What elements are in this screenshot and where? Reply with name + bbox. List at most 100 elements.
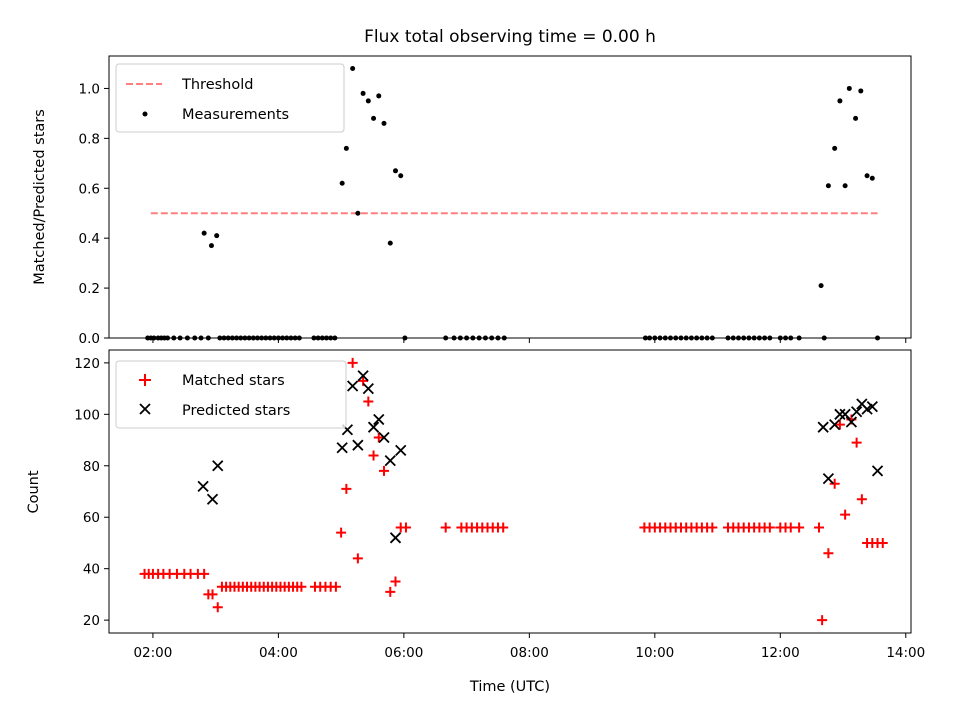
top-legend-box (115, 63, 345, 133)
top-axes-frame (108, 55, 912, 339)
matched-star-marker (498, 522, 509, 533)
matched-star-marker (363, 396, 374, 407)
predicted-star-marker (336, 442, 348, 454)
matched-star-marker (856, 494, 867, 505)
measurement-point (360, 90, 366, 96)
predicted-star-marker (367, 421, 380, 433)
predicted-star-marker (362, 382, 374, 395)
bottom-x-ticks: 02:00 04:00 06:00 08:00 10:00 12:00 14:00 (133, 633, 925, 661)
measurement-point (376, 93, 382, 99)
measurement-point (853, 115, 859, 121)
top-legend: Threshold Measurements (115, 63, 345, 133)
matched-star-marker (785, 522, 796, 533)
top-y-tick-label: 1.0 (79, 81, 100, 97)
matched-star-marker (199, 568, 210, 579)
matched-star-marker (707, 522, 718, 533)
legend-threshold-label: Threshold (181, 77, 253, 93)
x-tick-label: 02:00 (133, 645, 172, 661)
predicted-star-marker (346, 380, 359, 392)
measurement-point (350, 65, 356, 71)
top-x-ticks (152, 338, 907, 343)
top-y-tick-label: 0.2 (79, 281, 100, 297)
predicted-star-marker (866, 400, 878, 413)
matched-star-marker (390, 576, 401, 587)
matched-star-marker (341, 483, 352, 494)
matched-star-marker (212, 602, 223, 613)
measurement-point (343, 145, 349, 151)
x-tick-label: 14:00 (886, 645, 925, 661)
measurement-point (339, 180, 345, 186)
matched-star-marker (823, 548, 834, 559)
measurement-point (355, 210, 361, 216)
x-tick-label: 10:00 (635, 645, 674, 661)
matched-star-marker (373, 432, 384, 443)
predicted-star-marker (373, 413, 385, 426)
predicted-star-marker (389, 532, 402, 544)
matched-star-marker (368, 450, 379, 461)
measurement-point (837, 98, 843, 104)
measurement-point (869, 175, 875, 181)
matched-star-marker (400, 522, 411, 533)
measurement-point (858, 88, 864, 94)
matched-star-marker (840, 509, 851, 520)
legend-measurements-swatch (142, 111, 148, 117)
top-y-tick-label: 0.8 (79, 131, 100, 147)
predicted-star-marker (384, 454, 396, 467)
predicted-star-marker (850, 406, 863, 418)
predicted-star-marker (834, 408, 846, 420)
x-tick-label: 12:00 (761, 645, 800, 661)
matched-star-marker (379, 465, 390, 476)
bottom-y-tick-label: 60 (83, 510, 100, 526)
predicted-star-marker (822, 472, 835, 485)
matched-star-marker (352, 553, 363, 564)
measurement-point (365, 98, 371, 104)
bottom-legend-box (115, 360, 347, 429)
matched-star-marker (330, 581, 341, 592)
measurement-point (842, 183, 848, 189)
measurement-point (832, 145, 838, 151)
legend-predicted-swatch (139, 403, 151, 415)
measurement-point (846, 85, 852, 91)
matched-star-marker (834, 419, 845, 430)
measurement-point (398, 173, 404, 179)
legend-predicted-label: Predicted stars (182, 403, 290, 419)
predicted-star-marker (845, 416, 858, 428)
predicted-star-marker (206, 493, 219, 505)
measurement-point (371, 115, 377, 121)
legend-matched-label: Matched stars (182, 373, 285, 389)
bottom-panel: 02:00 04:00 06:00 08:00 10:00 12:00 14:00 20 40… (26, 349, 925, 695)
x-tick-label: 06:00 (384, 645, 423, 661)
bottom-axes-frame (108, 349, 912, 634)
bottom-y-axis-label: Count (26, 470, 42, 513)
x-tick-label: 04:00 (259, 645, 298, 661)
matched-star-marker (296, 581, 307, 592)
bottom-y-tick-label: 100 (74, 407, 100, 423)
x-tick-label: 08:00 (510, 645, 549, 661)
measurement-point (201, 230, 207, 236)
matched-star-marker (813, 522, 824, 533)
top-y-axis-label: Matched/Predicted stars (32, 109, 48, 285)
top-y-ticks: 0.0 0.2 0.4 0.6 0.8 1.0 (79, 81, 109, 347)
bottom-y-tick-label: 40 (83, 562, 100, 578)
top-panel: 0.0 0.2 0.4 0.6 0.8 1.0 Matched/Predicted sta… (32, 55, 912, 347)
matched-star-marker (385, 586, 396, 597)
top-y-tick-label: 0.4 (79, 231, 100, 247)
measurement-point (818, 283, 824, 289)
chart-title: Flux total observing time = 0.00 h (364, 27, 656, 47)
predicted-star-marker (839, 408, 851, 420)
predicted-star-marker (829, 418, 841, 431)
predicted-star-marker (871, 465, 884, 477)
matched-star-marker (829, 478, 840, 489)
top-y-tick-label: 0.0 (79, 331, 100, 347)
measurement-point (864, 173, 870, 179)
matched-star-marker (851, 437, 862, 448)
measurement-point (393, 168, 399, 174)
matched-star-marker (764, 522, 775, 533)
matched-star-marker (817, 615, 828, 626)
matched-star-marker (347, 357, 358, 368)
measurement-point (381, 120, 387, 126)
predicted-star-marker (378, 431, 390, 444)
x-axis-label: Time (UTC) (469, 679, 550, 695)
matched-star-marker (207, 589, 218, 600)
